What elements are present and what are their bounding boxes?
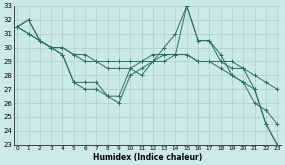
X-axis label: Humidex (Indice chaleur): Humidex (Indice chaleur) <box>93 152 202 162</box>
